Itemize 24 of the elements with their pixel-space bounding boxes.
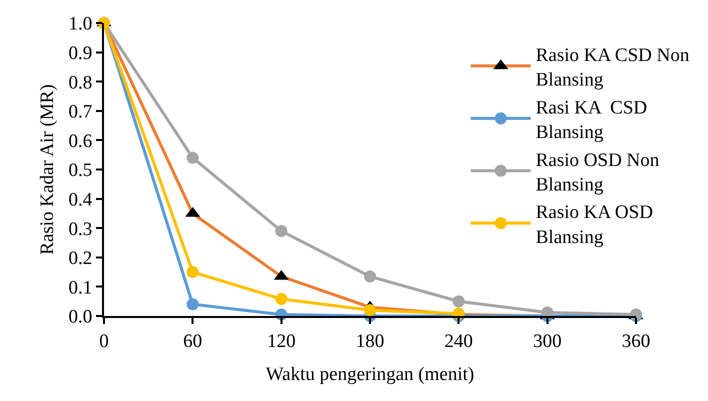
y-tick-label: 0.0 (68, 306, 92, 328)
legend-label: Rasi KA CSD Blansing (536, 97, 648, 144)
y-tick-label: 0.8 (68, 72, 92, 94)
y-tick-label: 0.2 (68, 248, 92, 270)
x-tick-label: 240 (444, 330, 473, 352)
y-tick-label: 0.9 (68, 42, 92, 64)
y-tick-label: 1.0 (68, 14, 92, 35)
y-tick-label: 0.1 (68, 277, 92, 298)
x-tick-label: 360 (622, 330, 650, 352)
legend-label: Rasio KA CSD Non Blansing (536, 44, 690, 91)
y-tick-label: 0.5 (68, 160, 92, 182)
y-tick-label: 0.3 (68, 218, 92, 240)
x-tick-label: 60 (183, 330, 202, 352)
legend-label: Rasio KA OSD Blansing (536, 202, 653, 248)
x-axis-title: Waktu pengeringan (menit) (266, 364, 474, 386)
x-tick-label: 300 (533, 330, 562, 352)
y-tick-label: 0.6 (68, 130, 92, 152)
x-tick-label: 0 (99, 330, 109, 352)
y-tick-label: 0.7 (68, 102, 92, 123)
x-tick-label: 120 (267, 330, 296, 352)
y-tick-label: 0.4 (68, 189, 93, 210)
legend-label: Rasio OSD Non Blansing (536, 150, 660, 196)
x-tick-label: 180 (356, 330, 384, 352)
y-axis-title: Rasio Kadar Air (MR) (36, 84, 58, 255)
